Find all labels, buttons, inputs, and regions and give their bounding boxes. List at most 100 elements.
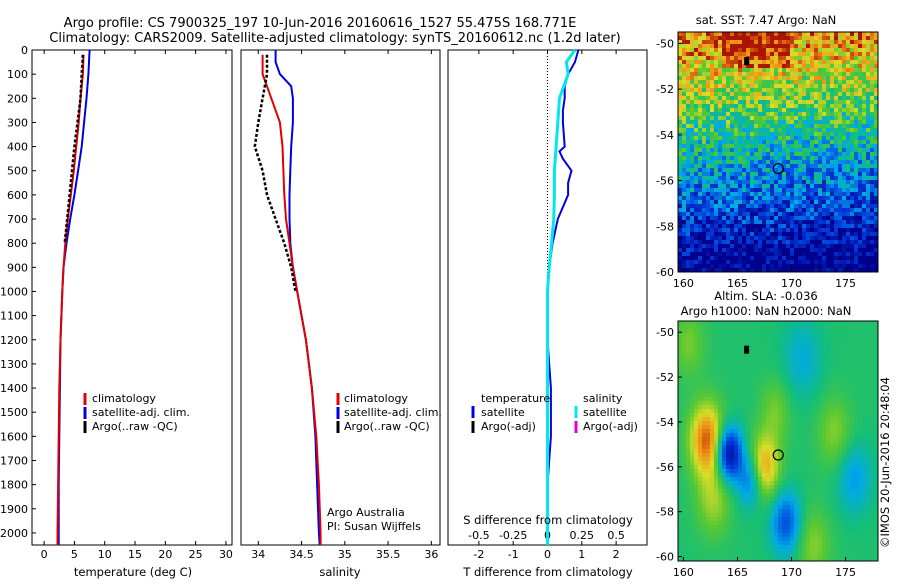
sla-cell — [766, 389, 770, 393]
sst-cell — [866, 256, 870, 260]
sla-cell — [866, 321, 870, 325]
sst-cell — [778, 116, 782, 120]
sst-cell — [758, 204, 762, 208]
sst-cell — [858, 156, 862, 160]
sst-cell — [838, 216, 842, 220]
sla-cell — [782, 433, 786, 437]
sst-cell — [854, 260, 858, 264]
sla-cell — [770, 409, 774, 413]
sst-cell — [774, 252, 778, 256]
sla-cell — [750, 385, 754, 389]
sst-cell — [830, 188, 834, 192]
sst-cell — [702, 228, 706, 232]
sst-cell — [818, 240, 822, 244]
sst-cell — [802, 248, 806, 252]
sst-cell — [826, 252, 830, 256]
sst-cell — [858, 216, 862, 220]
sla-cell — [722, 409, 726, 413]
sst-cell — [718, 160, 722, 164]
sst-cell — [758, 160, 762, 164]
sst-cell — [730, 156, 734, 160]
sst-cell — [782, 96, 786, 100]
sst-cell — [810, 252, 814, 256]
sst-cell — [818, 68, 822, 72]
sst-cell — [866, 152, 870, 156]
sst-cell — [714, 260, 718, 264]
sla-cell — [782, 441, 786, 445]
sst-cell — [874, 176, 878, 180]
sla-cell — [758, 457, 762, 461]
sla-cell — [790, 389, 794, 393]
sst-cell — [682, 236, 686, 240]
sst-cell — [842, 196, 846, 200]
sla-cell — [870, 417, 874, 421]
sst-cell — [786, 68, 790, 72]
sla-cell — [730, 365, 734, 369]
sst-cell — [678, 48, 682, 52]
sla-cell — [726, 445, 730, 449]
sla-cell — [774, 329, 778, 333]
sla-cell — [754, 425, 758, 429]
sst-cell — [818, 260, 822, 264]
sst-cell — [774, 76, 778, 80]
sla-cell — [870, 361, 874, 365]
sst-cell — [686, 228, 690, 232]
map-ytick-label: -58 — [656, 220, 674, 233]
sst-cell — [866, 180, 870, 184]
sla-cell — [794, 341, 798, 345]
sst-cell — [862, 260, 866, 264]
sst-cell — [742, 192, 746, 196]
sst-cell — [762, 188, 766, 192]
sst-cell — [782, 180, 786, 184]
sst-cell — [790, 68, 794, 72]
sst-cell — [698, 116, 702, 120]
sla-cell — [718, 377, 722, 381]
sst-cell — [862, 208, 866, 212]
sla-cell — [790, 433, 794, 437]
sla-cell — [734, 325, 738, 329]
sla-cell — [742, 321, 746, 325]
sst-cell — [870, 152, 874, 156]
sst-cell — [698, 240, 702, 244]
sst-cell — [874, 252, 878, 256]
sst-cell — [806, 176, 810, 180]
sst-cell — [794, 268, 798, 272]
sla-cell — [738, 361, 742, 365]
sst-cell — [730, 52, 734, 56]
sla-cell — [862, 445, 866, 449]
sst-cell — [694, 144, 698, 148]
sst-cell — [846, 172, 850, 176]
sla-cell — [790, 421, 794, 425]
sla-cell — [774, 345, 778, 349]
sst-cell — [786, 196, 790, 200]
sst-cell — [782, 92, 786, 96]
sst-cell — [850, 72, 854, 76]
sla-cell — [750, 353, 754, 357]
sla-cell — [690, 425, 694, 429]
sst-cell — [870, 232, 874, 236]
sst-cell — [738, 196, 742, 200]
sla-cell — [858, 441, 862, 445]
sst-cell — [742, 52, 746, 56]
sst-cell — [766, 88, 770, 92]
sst-cell — [750, 252, 754, 256]
sla-cell — [718, 369, 722, 373]
sst-cell — [850, 232, 854, 236]
sst-cell — [698, 100, 702, 104]
sst-cell — [826, 40, 830, 44]
sst-cell — [682, 240, 686, 244]
sla-cell — [742, 437, 746, 441]
sla-cell — [838, 441, 842, 445]
sla-cell — [854, 433, 858, 437]
sst-cell — [814, 108, 818, 112]
sla-cell — [706, 453, 710, 457]
sst-cell — [814, 192, 818, 196]
sst-cell — [722, 104, 726, 108]
sla-cell — [822, 365, 826, 369]
sst-cell — [798, 68, 802, 72]
sst-cell — [726, 176, 730, 180]
sla-cell — [794, 321, 798, 325]
sst-cell — [678, 108, 682, 112]
sst-cell — [746, 228, 750, 232]
sst-cell — [846, 220, 850, 224]
